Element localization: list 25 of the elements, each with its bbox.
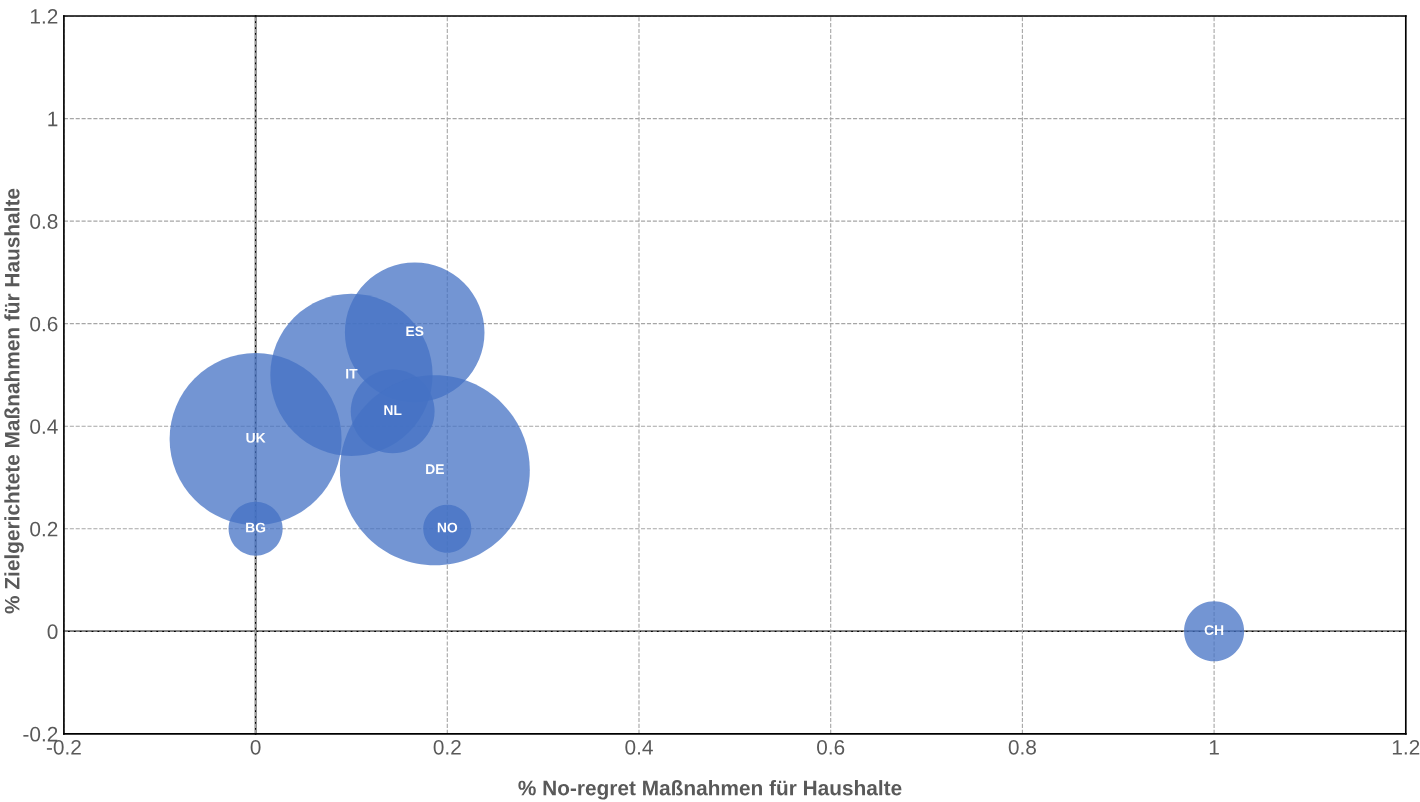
series-label: CH [1204,625,1224,636]
y-tick-label: 0.4 [30,419,58,434]
series-label: DE [426,464,444,474]
x-axis-title: % No-regret Maßnahmen für Haushalte [518,780,902,800]
y-tick-label: 1.2 [30,9,58,24]
series-label: ES [406,326,424,337]
y-tick-label: -0.2 [23,726,58,742]
y-axis-title: % Zielgerichtete Maßnahmen für Haushalte [4,188,24,614]
series-label: NO [437,522,458,533]
y-tick-label: 1 [48,111,58,127]
x-tick-label: 0.4 [625,739,653,755]
y-tick-label: 0 [47,624,58,640]
x-tick-label: 0.8 [1008,739,1036,755]
y-tick-label: 0.2 [30,521,58,537]
x-tick-label: 1.2 [1392,739,1420,755]
x-tick-label: 1 [1209,740,1219,755]
x-tick-label: 0 [250,739,261,755]
x-tick-label: 0.2 [433,739,461,755]
y-tick-label: 0.8 [30,214,58,229]
series-label: IT [346,368,358,379]
y-tick-label: 0.6 [30,316,58,332]
x-tick-label: 0.6 [817,739,845,755]
series-label: UK [246,433,266,443]
series-label: NL [384,405,402,415]
series-label: BG [246,522,266,533]
